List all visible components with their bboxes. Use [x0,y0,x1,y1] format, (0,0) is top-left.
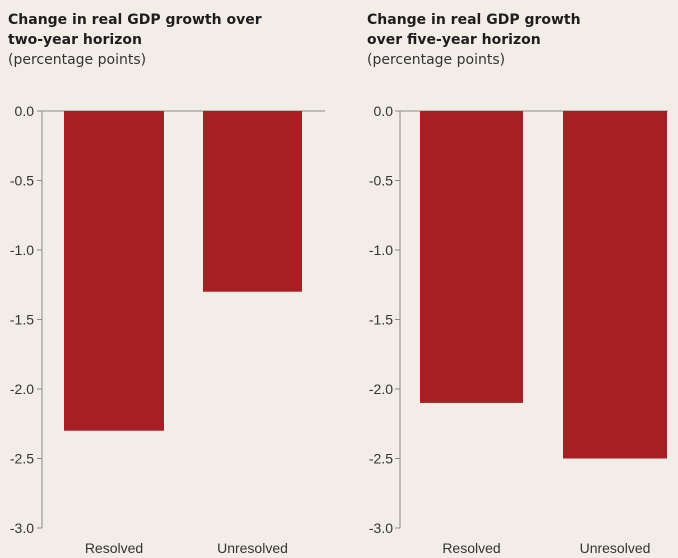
y-tick-label: -2.0 [10,381,34,397]
x-category-label: Unresolved [217,540,288,556]
y-tick-label: -2.5 [10,451,34,467]
bar-unresolved [563,111,667,459]
y-tick-label: -1.0 [369,242,393,258]
y-tick-label: -3.0 [369,520,393,536]
bar-resolved [420,111,523,403]
chart-title-block: Change in real GDP growth over two-year … [8,10,328,70]
y-tick-label: -0.5 [10,173,34,189]
chart-title-line-2: two-year horizon [8,32,142,48]
chart-subtitle: (percentage points) [8,52,147,68]
y-tick-label: -2.5 [369,451,393,467]
x-category-label: Unresolved [580,540,651,556]
chart-title-line-2: over five-year horizon [367,32,541,48]
y-tick-label: -1.0 [10,242,34,258]
y-tick-label: 0.0 [374,103,394,119]
chart-title-block: Change in real GDP growth over five-year… [367,10,678,70]
y-tick-label: -1.5 [369,312,393,328]
bar-chart-two-year: 0.0 -0.5 -1.0 -1.5 -2.0 -2.5 -3.0 Resolved Unres… [10,103,325,556]
chart-title-line-1: Change in real GDP growth [367,12,581,28]
bar-unresolved [203,111,302,292]
y-tick-label: -1.5 [10,312,34,328]
y-tick-label: -0.5 [369,173,393,189]
y-tick-label: 0.0 [15,103,35,119]
x-category-label: Resolved [85,540,143,556]
chart-title-line-1: Change in real GDP growth over [8,12,262,28]
y-tick-label: -3.0 [10,520,34,536]
chart-subtitle: (percentage points) [367,52,506,68]
chart-panel-five-year: Change in real GDP growth over five-year… [339,0,678,558]
bar-resolved [64,111,164,431]
y-tick-label: -2.0 [369,381,393,397]
chart-panel-two-year: Change in real GDP growth over two-year … [8,10,328,556]
x-category-label: Resolved [442,540,500,556]
bar-chart-five-year: 0.0 -0.5 -1.0 -1.5 -2.0 -2.5 -3.0 Resolved Unres… [369,103,668,556]
